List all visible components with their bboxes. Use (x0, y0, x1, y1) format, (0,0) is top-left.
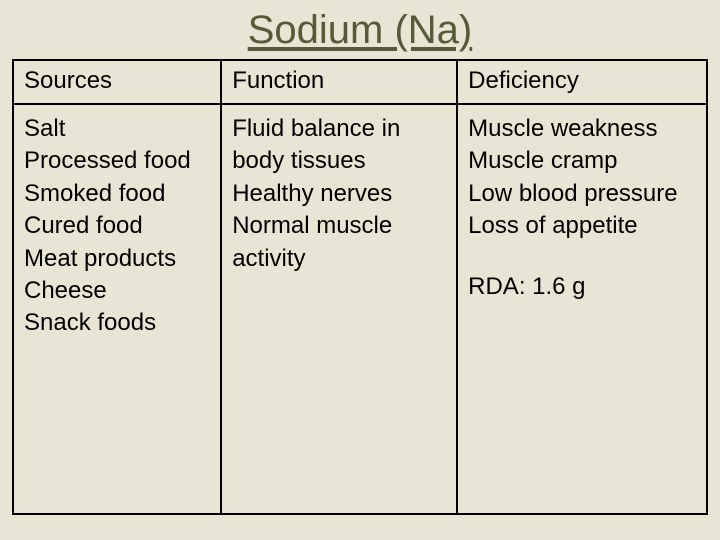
cell-deficiency: Muscle weakness Muscle cramp Low blood p… (457, 104, 707, 514)
sources-item: Cured food (24, 210, 210, 242)
deficiency-item: Loss of appetite (468, 210, 696, 242)
sources-item: Cheese (24, 275, 210, 307)
deficiency-item: Low blood pressure (468, 178, 696, 210)
col-header-deficiency: Deficiency (457, 60, 707, 104)
deficiency-item: Muscle cramp (468, 145, 696, 177)
sources-item: Meat products (24, 243, 210, 275)
cell-function: Fluid balance in body tissues Healthy ne… (221, 104, 457, 514)
col-header-function: Function (221, 60, 457, 104)
sources-item: Smoked food (24, 178, 210, 210)
rda-text: RDA: 1.6 g (468, 271, 696, 303)
info-table: Sources Function Deficiency Salt Process… (12, 59, 708, 515)
cell-sources: Salt Processed food Smoked food Cured fo… (13, 104, 221, 514)
table-row: Salt Processed food Smoked food Cured fo… (13, 104, 707, 514)
sources-item: Snack foods (24, 307, 210, 339)
slide: Sodium (Na) Sources Function Deficiency … (0, 0, 720, 540)
page-title: Sodium (Na) (12, 8, 708, 53)
function-item: Normal muscle activity (232, 210, 446, 275)
function-item: Fluid balance in body tissues (232, 113, 446, 178)
function-item: Healthy nerves (232, 178, 446, 210)
sources-item: Salt (24, 113, 210, 145)
deficiency-item: Muscle weakness (468, 113, 696, 145)
col-header-sources: Sources (13, 60, 221, 104)
table-header-row: Sources Function Deficiency (13, 60, 707, 104)
sources-item: Processed food (24, 145, 210, 177)
